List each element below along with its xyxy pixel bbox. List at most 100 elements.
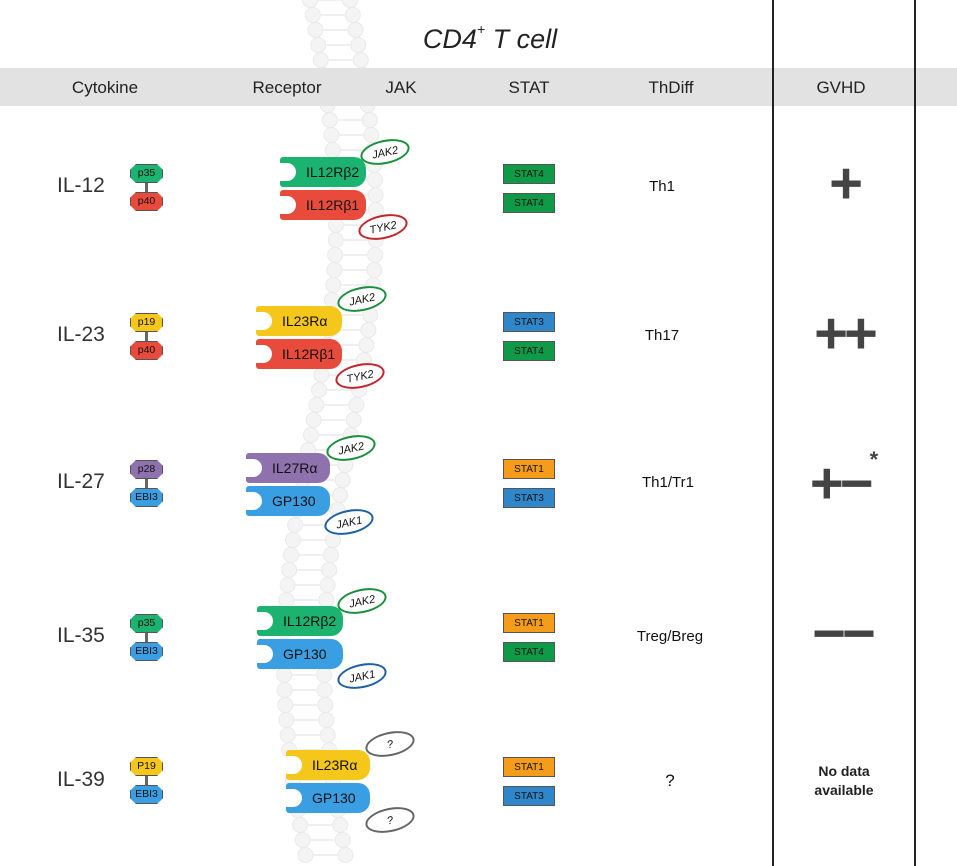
cytokine-name: IL-35 [57, 624, 105, 647]
receptor-top: IL23Rα [283, 750, 370, 780]
lipid-head [325, 277, 342, 293]
lipid-head [367, 187, 384, 203]
th-differentiation: Th1 [649, 178, 675, 195]
lipid-head [321, 562, 338, 578]
receptor-bottom: GP130 [283, 783, 370, 813]
lipid-head [276, 682, 293, 698]
header-receptor: Receptor [252, 78, 322, 97]
lipid-head [305, 412, 322, 428]
subunit-top: p28 [130, 460, 163, 479]
subunit-link [145, 776, 148, 785]
lipid-head [327, 247, 344, 263]
cytokine-name: IL-23 [57, 323, 105, 346]
receptor-top: IL27Rα [243, 453, 330, 483]
lipid-head [279, 727, 296, 743]
title-superscript: + [476, 21, 486, 37]
lipid-head [312, 52, 329, 68]
lipid-head [279, 577, 296, 593]
stat-bottom: STAT4 [503, 341, 555, 361]
lipid-head [287, 517, 304, 533]
stat-bottom: STAT4 [503, 193, 555, 213]
lipid-head [332, 487, 349, 503]
lipid-head [342, 0, 358, 8]
receptor-bottom: IL12Rβ1 [253, 339, 342, 369]
lipid-head [345, 412, 362, 428]
th-differentiation: ? [665, 771, 675, 790]
subunit-top: p35 [130, 614, 163, 633]
lipid-head [334, 832, 351, 848]
lipid-head [319, 727, 336, 743]
stat-top: STAT1 [503, 757, 555, 777]
header-band [0, 68, 957, 106]
subunit-bottom: EBI3 [130, 785, 163, 804]
subunit-link [145, 633, 148, 642]
lipid-head [367, 247, 384, 263]
lipid-head [310, 37, 327, 53]
stat-bottom: STAT3 [503, 488, 555, 508]
gvhd-no-data-line-2: available [814, 782, 874, 798]
gvhd-no-data-line-1: No data [818, 763, 870, 779]
header-cytokine: Cytokine [71, 78, 139, 97]
lipid-head [334, 472, 351, 488]
lipid-head [318, 712, 335, 728]
receptor-bottom: GP130 [254, 639, 343, 669]
lipid-head [322, 547, 339, 563]
lipid-head [316, 667, 333, 683]
subunit-bottom: p40 [130, 192, 163, 211]
gvhd-footnote-mark: * [869, 447, 879, 472]
lipid-head [358, 337, 375, 353]
lipid-head [281, 562, 298, 578]
subunit-top: P19 [130, 757, 163, 776]
gvhd-effect: −− [812, 601, 876, 666]
lipid-head [282, 547, 299, 563]
lipid-head [313, 367, 330, 383]
lipid-head [363, 127, 380, 143]
cytokine-name: IL-27 [57, 470, 105, 493]
receptor-bottom: GP130 [243, 486, 330, 516]
lipid-head [319, 577, 336, 593]
header-stat: STAT [508, 78, 550, 97]
lipid-head [348, 397, 365, 413]
lipid-head [332, 817, 349, 833]
lipid-head [307, 22, 324, 38]
gvhd-symbols: +− [809, 451, 874, 516]
lipid-head [302, 427, 319, 443]
lipid-head [360, 322, 377, 338]
receptor-bottom: IL12Rβ1 [277, 190, 366, 220]
lipid-head [311, 382, 328, 398]
subunit-bottom: p40 [130, 341, 163, 360]
subunit-top: p35 [130, 164, 163, 183]
stat-bottom: STAT3 [503, 786, 555, 806]
th-differentiation: Th17 [644, 327, 680, 344]
gvhd-effect: +−* [769, 449, 919, 513]
lipid-head [284, 532, 301, 548]
lipid-head [316, 682, 333, 698]
title-rest: T cell [485, 24, 558, 54]
membrane-heads [276, 0, 384, 863]
subunit-bottom: EBI3 [130, 488, 163, 507]
lipid-head [276, 667, 293, 683]
th-differentiation: Th1/Tr1 [642, 474, 694, 491]
cytokine-name: IL-12 [57, 174, 105, 197]
stat-top: STAT1 [503, 459, 555, 479]
subunit-link [145, 479, 148, 488]
title-main: CD4 [422, 24, 477, 54]
stat-bottom: STAT4 [503, 642, 555, 662]
lipid-head [366, 262, 383, 278]
lipid-head [317, 697, 334, 713]
header-jak: JAK [385, 78, 417, 97]
header-thdiff: ThDiff [648, 78, 694, 97]
lipid-head [323, 127, 340, 143]
lipid-head [366, 172, 383, 188]
lipid-head [297, 847, 314, 863]
stat-top: STAT3 [503, 312, 555, 332]
lipid-head [321, 112, 338, 128]
lipid-head [361, 112, 378, 128]
subunit-link [145, 332, 148, 341]
receptor-top: IL12Rβ2 [254, 606, 343, 636]
subunit-top: p19 [130, 313, 163, 332]
stat-top: STAT4 [503, 164, 555, 184]
lipid-head [302, 0, 318, 8]
